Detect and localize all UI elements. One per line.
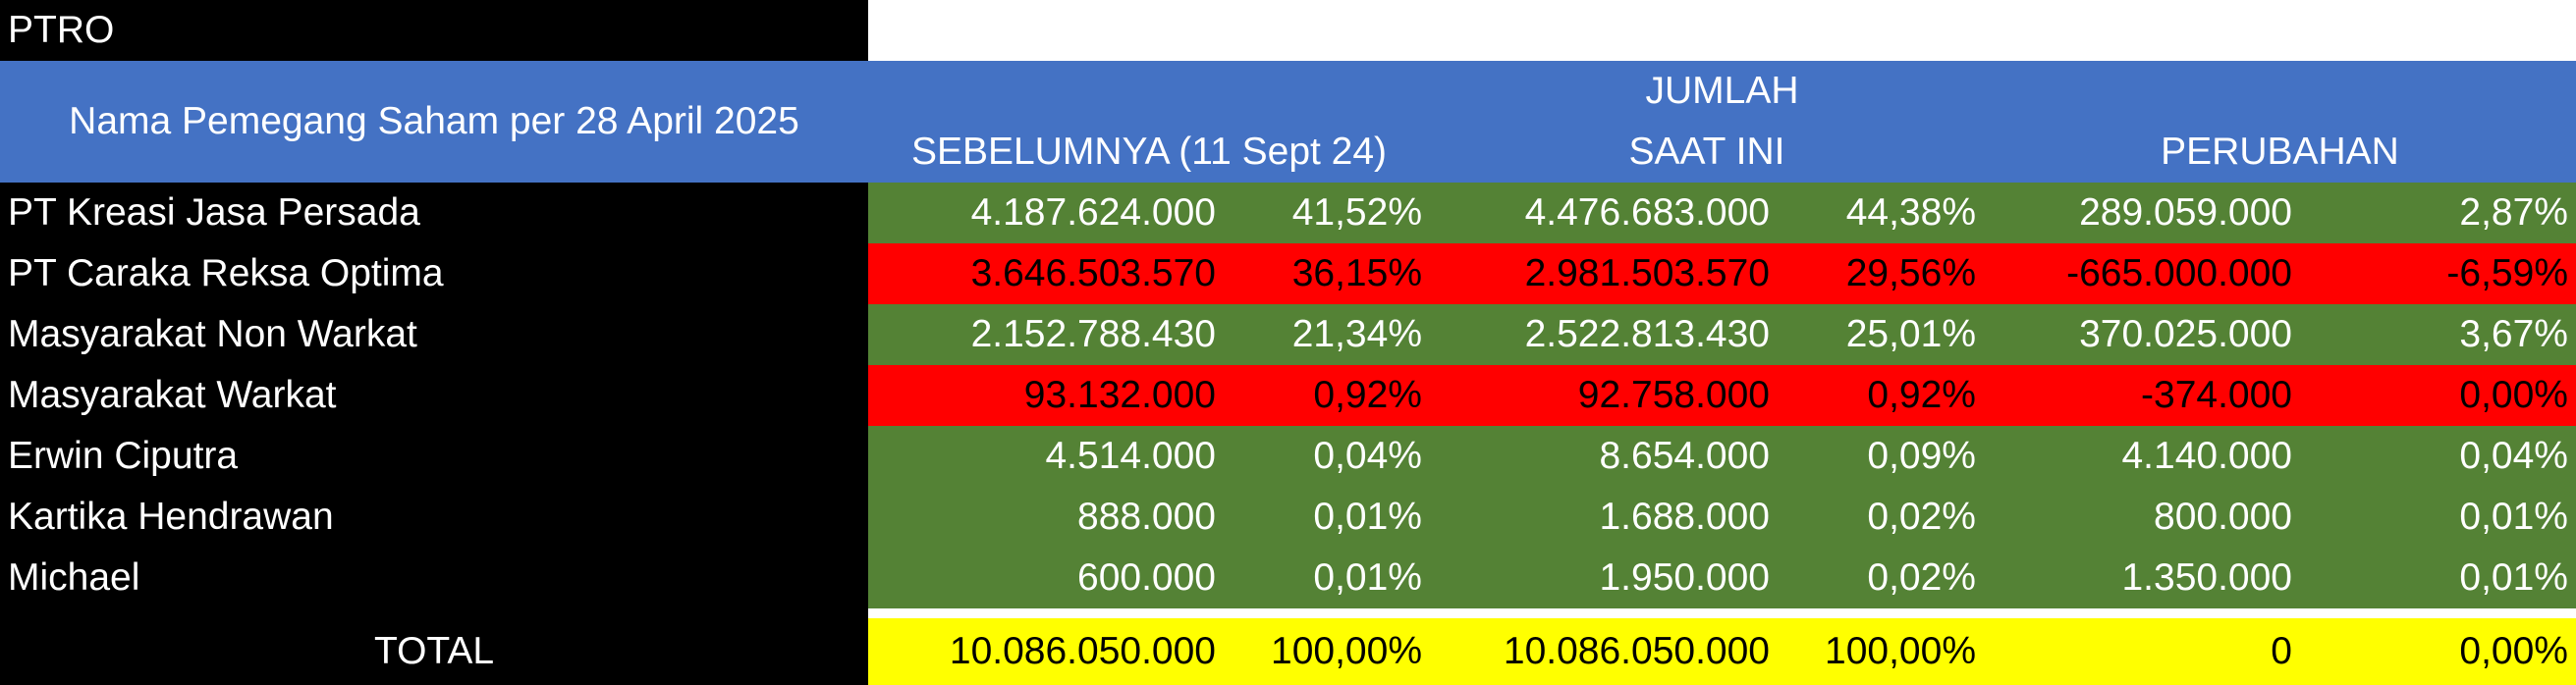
now-amount[interactable]: 2.522.813.430: [1430, 304, 1778, 365]
total-change-pct[interactable]: 0,00%: [2300, 618, 2576, 685]
change-amount[interactable]: -665.000.000: [1984, 243, 2300, 304]
before-amount[interactable]: 888.000: [868, 487, 1224, 548]
name-column-spacer: [0, 606, 868, 618]
total-label[interactable]: TOTAL: [0, 618, 868, 685]
before-percent[interactable]: 21,34%: [1224, 304, 1430, 365]
header-sebelumnya[interactable]: SEBELUMNYA (11 Sept 24): [868, 122, 1430, 183]
now-amount[interactable]: 4.476.683.000: [1430, 183, 1778, 243]
now-amount[interactable]: 1.688.000: [1430, 487, 1778, 548]
change-amount[interactable]: -374.000: [1984, 365, 2300, 426]
shareholder-name[interactable]: Michael: [0, 548, 868, 608]
before-amount[interactable]: 2.152.788.430: [868, 304, 1224, 365]
change-percent[interactable]: 2,87%: [2300, 183, 2576, 243]
change-amount[interactable]: 800.000: [1984, 487, 2300, 548]
before-percent[interactable]: 0,92%: [1224, 365, 1430, 426]
header-jumlah[interactable]: JUMLAH: [868, 61, 2576, 122]
change-amount[interactable]: 289.059.000: [1984, 183, 2300, 243]
ticker-cell[interactable]: PTRO: [0, 0, 868, 61]
change-percent[interactable]: -6,59%: [2300, 243, 2576, 304]
now-percent[interactable]: 0,92%: [1778, 365, 1984, 426]
now-amount[interactable]: 1.950.000: [1430, 548, 1778, 608]
shareholder-name[interactable]: Erwin Ciputra: [0, 426, 868, 487]
now-percent[interactable]: 0,02%: [1778, 487, 1984, 548]
shareholder-name[interactable]: Masyarakat Non Warkat: [0, 304, 868, 365]
shareholder-name[interactable]: PT Kreasi Jasa Persada: [0, 183, 868, 243]
change-percent[interactable]: 3,67%: [2300, 304, 2576, 365]
total-now[interactable]: 10.086.050.000: [1430, 618, 1778, 685]
change-percent[interactable]: 0,04%: [2300, 426, 2576, 487]
before-amount[interactable]: 3.646.503.570: [868, 243, 1224, 304]
change-amount[interactable]: 1.350.000: [1984, 548, 2300, 608]
now-percent[interactable]: 0,09%: [1778, 426, 1984, 487]
change-percent[interactable]: 0,00%: [2300, 365, 2576, 426]
header-name-column[interactable]: Nama Pemegang Saham per 28 April 2025: [0, 61, 868, 183]
total-before[interactable]: 10.086.050.000: [868, 618, 1224, 685]
shareholder-name[interactable]: Kartika Hendrawan: [0, 487, 868, 548]
before-percent[interactable]: 36,15%: [1224, 243, 1430, 304]
change-percent[interactable]: 0,01%: [2300, 548, 2576, 608]
total-change[interactable]: 0: [1984, 618, 2300, 685]
before-percent[interactable]: 41,52%: [1224, 183, 1430, 243]
total-now-pct[interactable]: 100,00%: [1778, 618, 1984, 685]
before-amount[interactable]: 93.132.000: [868, 365, 1224, 426]
shareholder-name[interactable]: PT Caraka Reksa Optima: [0, 243, 868, 304]
before-amount[interactable]: 4.187.624.000: [868, 183, 1224, 243]
header-saat-ini[interactable]: SAAT INI: [1430, 122, 1984, 183]
now-percent[interactable]: 29,56%: [1778, 243, 1984, 304]
change-amount[interactable]: 370.025.000: [1984, 304, 2300, 365]
before-amount[interactable]: 600.000: [868, 548, 1224, 608]
now-percent[interactable]: 25,01%: [1778, 304, 1984, 365]
now-amount[interactable]: 92.758.000: [1430, 365, 1778, 426]
before-percent[interactable]: 0,01%: [1224, 548, 1430, 608]
before-amount[interactable]: 4.514.000: [868, 426, 1224, 487]
change-amount[interactable]: 4.140.000: [1984, 426, 2300, 487]
shareholder-name[interactable]: Masyarakat Warkat: [0, 365, 868, 426]
now-amount[interactable]: 8.654.000: [1430, 426, 1778, 487]
total-before-pct[interactable]: 100,00%: [1224, 618, 1430, 685]
now-percent[interactable]: 44,38%: [1778, 183, 1984, 243]
change-percent[interactable]: 0,01%: [2300, 487, 2576, 548]
now-percent[interactable]: 0,02%: [1778, 548, 1984, 608]
now-amount[interactable]: 2.981.503.570: [1430, 243, 1778, 304]
header-perubahan[interactable]: PERUBAHAN: [1984, 122, 2576, 183]
before-percent[interactable]: 0,04%: [1224, 426, 1430, 487]
before-percent[interactable]: 0,01%: [1224, 487, 1430, 548]
